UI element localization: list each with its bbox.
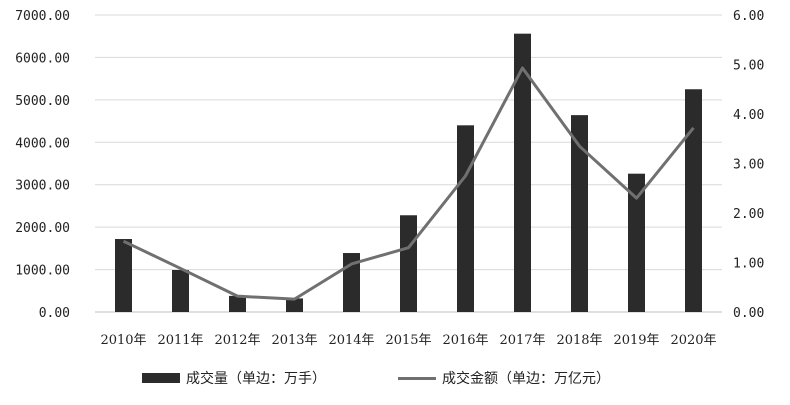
legend-line-swatch — [398, 376, 436, 380]
left-tick-label: 7000.00 — [15, 9, 70, 24]
right-tick-label: 3.00 — [733, 158, 764, 173]
right-tick-label: 5.00 — [733, 59, 764, 74]
bar — [115, 239, 132, 312]
bar — [571, 115, 588, 312]
bar — [685, 89, 702, 312]
x-tick-label: 2015年 — [385, 333, 431, 348]
right-tick-label: 1.00 — [733, 257, 764, 272]
legend-label-volume: 成交量（单边：万手） — [186, 371, 326, 387]
right-tick-label: 0.00 — [733, 306, 764, 321]
left-tick-label: 3000.00 — [15, 179, 70, 194]
bar-series — [115, 33, 702, 312]
legend-label-amount: 成交金额（单边：万亿元） — [442, 371, 610, 387]
x-tick-label: 2016年 — [442, 333, 488, 348]
right-tick-label: 2.00 — [733, 207, 764, 222]
x-tick-label: 2011年 — [157, 333, 203, 348]
x-tick-label: 2017年 — [499, 333, 545, 348]
right-tick-label: 6.00 — [733, 9, 764, 24]
left-tick-label: 2000.00 — [15, 221, 70, 236]
legend-bar-swatch — [142, 373, 180, 383]
bar — [457, 125, 474, 312]
left-tick-label: 6000.00 — [15, 51, 70, 66]
x-tick-label: 2014年 — [328, 333, 374, 348]
left-tick-label: 5000.00 — [15, 94, 70, 109]
legend-item-volume: 成交量（单边：万手） — [142, 368, 326, 388]
x-tick-label: 2010年 — [100, 333, 146, 348]
x-tick-label: 2018年 — [556, 333, 602, 348]
left-tick-label: 0.00 — [39, 306, 70, 321]
left-tick-label: 4000.00 — [15, 136, 70, 151]
line-series — [122, 66, 695, 301]
bar — [514, 33, 531, 312]
x-tick-label: 2013年 — [271, 333, 317, 348]
x-tick-label: 2019年 — [613, 333, 659, 348]
x-tick-label: 2020年 — [670, 333, 716, 348]
legend: 成交量（单边：万手） 成交金额（单边：万亿元） — [0, 368, 790, 398]
left-tick-label: 1000.00 — [15, 264, 70, 279]
legend-item-amount: 成交金额（单边：万亿元） — [398, 368, 610, 388]
bar — [400, 215, 417, 312]
bar — [286, 298, 303, 312]
chart: 0.00 1000.00 2000.00 3000.00 4000.00 5000.00 6… — [15, 9, 764, 348]
right-axis-ticks: 0.00 1.00 2.00 3.00 4.00 5.00 6.00 — [733, 9, 764, 321]
bar — [229, 295, 246, 312]
right-tick-label: 4.00 — [733, 108, 764, 123]
left-axis-ticks: 0.00 1000.00 2000.00 3000.00 4000.00 5000.00 6… — [15, 9, 70, 321]
x-axis-labels: 2010年 2011年 2012年 2013年 2014年 2015年 2016年 2017年… — [100, 333, 716, 348]
bar — [628, 173, 645, 312]
x-tick-label: 2012年 — [214, 333, 260, 348]
bar — [172, 269, 189, 312]
